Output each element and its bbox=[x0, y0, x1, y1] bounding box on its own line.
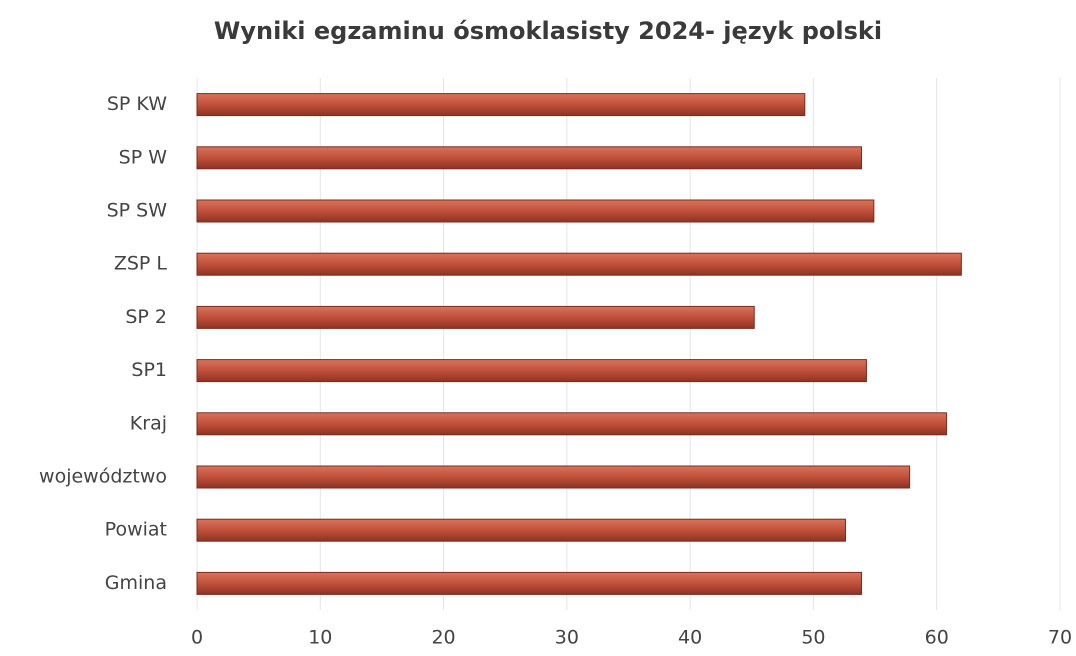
x-tick-label: 60 bbox=[925, 627, 949, 649]
x-tick-label: 70 bbox=[1048, 627, 1072, 649]
y-tick-label: województwo bbox=[39, 466, 167, 488]
bar bbox=[196, 359, 867, 383]
y-tick-label: Powiat bbox=[105, 519, 167, 541]
x-tick-label: 50 bbox=[801, 627, 825, 649]
x-tick-label: 0 bbox=[191, 627, 203, 649]
y-tick-label: SP KW bbox=[107, 93, 167, 115]
bar bbox=[196, 465, 911, 489]
x-tick-label: 40 bbox=[678, 627, 702, 649]
y-tick-label: SP SW bbox=[107, 200, 168, 222]
bar bbox=[196, 93, 806, 117]
y-tick-label: Kraj bbox=[130, 412, 167, 434]
x-tick-label: 20 bbox=[431, 627, 455, 649]
y-tick-label: SP1 bbox=[131, 359, 167, 381]
y-tick-label: ZSP L bbox=[114, 253, 168, 275]
bar bbox=[196, 146, 863, 170]
x-tick-label: 30 bbox=[555, 627, 579, 649]
bar bbox=[196, 571, 863, 595]
bar bbox=[196, 305, 755, 329]
bar bbox=[196, 518, 846, 542]
x-tick-label: 10 bbox=[308, 627, 332, 649]
y-tick-label: Gmina bbox=[105, 572, 167, 594]
bar bbox=[196, 199, 875, 223]
y-tick-label: SP 2 bbox=[125, 306, 167, 328]
bar bbox=[196, 252, 962, 276]
y-tick-label: SP W bbox=[119, 146, 168, 168]
chart-title: Wyniki egzaminu ósmoklasisty 2024- język… bbox=[214, 17, 882, 45]
bar bbox=[196, 412, 948, 436]
